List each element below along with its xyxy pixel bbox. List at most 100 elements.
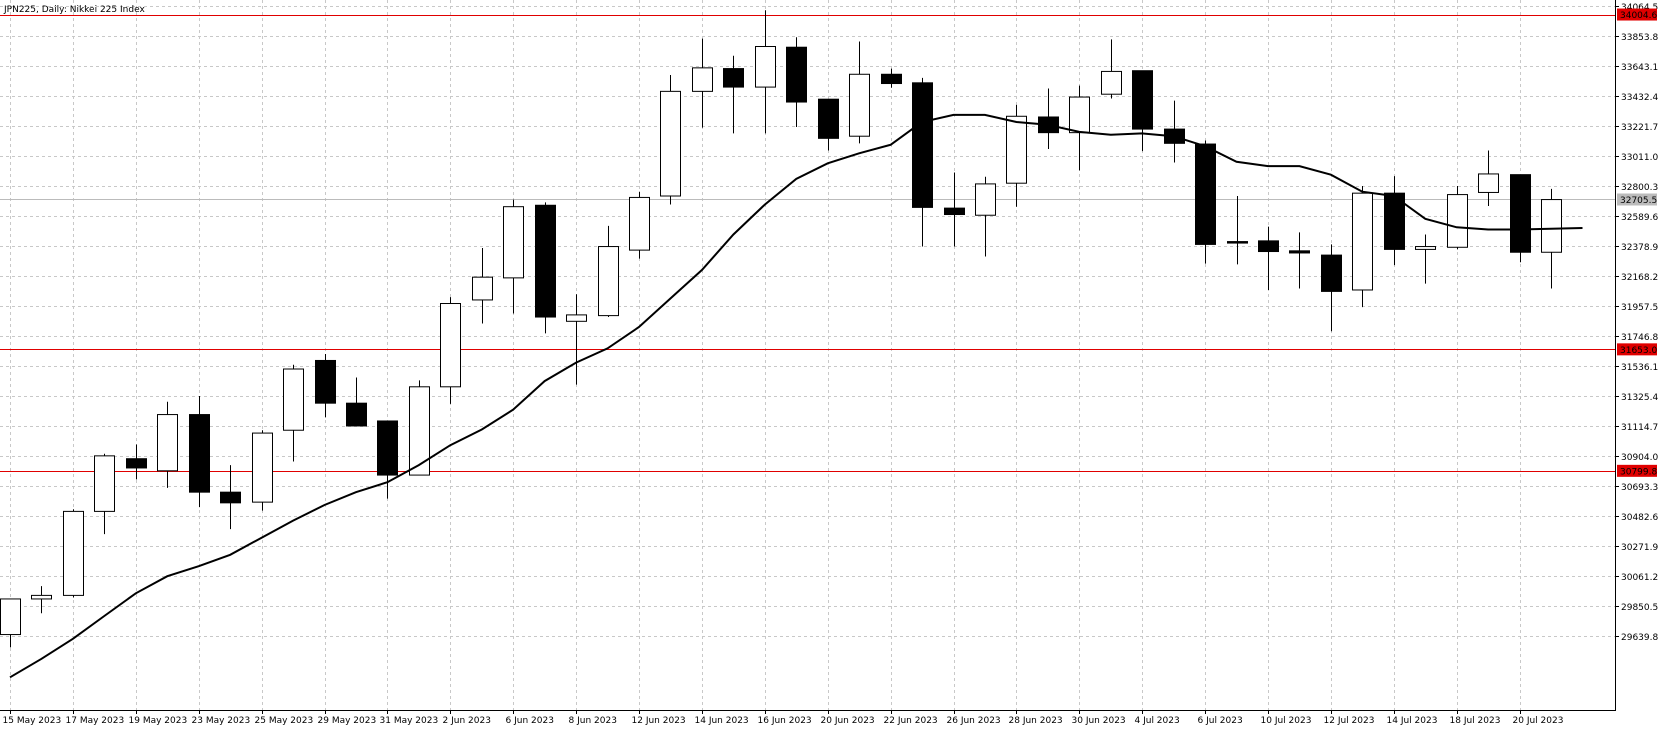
candle-body-bull xyxy=(692,67,713,92)
candle xyxy=(535,202,556,334)
candle-body-bear xyxy=(818,98,839,139)
candle xyxy=(409,380,430,476)
candle-body-bull xyxy=(598,246,619,317)
candle-body-bear xyxy=(1195,143,1216,245)
candle xyxy=(786,37,807,127)
candle xyxy=(660,74,681,205)
y-tick-label: 32378.9 xyxy=(1621,243,1658,253)
y-tick-label: 31114.7 xyxy=(1621,423,1658,433)
x-tick-label: 12 Jul 2023 xyxy=(1324,716,1375,726)
candle-body-bear xyxy=(1384,192,1405,250)
x-tick-label: 30 Jun 2023 xyxy=(1072,716,1126,726)
candle xyxy=(818,98,839,151)
candle-body-bear xyxy=(189,414,210,493)
candle xyxy=(723,55,744,134)
y-tick-label: 33853.8 xyxy=(1621,33,1658,43)
candle xyxy=(1227,196,1248,265)
candle xyxy=(0,598,21,648)
candle-body-bear xyxy=(786,46,807,103)
candle xyxy=(912,77,933,247)
current-price-tag-label: 32705.5 xyxy=(1620,196,1657,206)
candle xyxy=(377,420,398,499)
candle xyxy=(566,294,587,385)
candle xyxy=(1195,140,1216,264)
candle-body-bull xyxy=(0,598,21,636)
candle-body-bull xyxy=(1101,70,1122,95)
level-price-tag-label: 31653.0 xyxy=(1620,346,1657,356)
x-tick-label: 20 Jun 2023 xyxy=(821,716,875,726)
candle xyxy=(63,509,84,598)
candle xyxy=(1321,244,1342,332)
candle-body-bear xyxy=(220,491,241,504)
candle-body-bull xyxy=(157,414,178,472)
level-price-tag-box xyxy=(1617,343,1657,356)
candle-body-bull xyxy=(975,183,996,216)
candle-body-bear xyxy=(377,420,398,476)
y-tick-label: 31957.5 xyxy=(1621,303,1658,313)
y-tick-label: 30061.2 xyxy=(1621,573,1658,583)
candle-body-bull xyxy=(94,455,115,512)
candle xyxy=(629,191,650,259)
candle xyxy=(975,176,996,257)
candle-body-bull xyxy=(629,196,650,251)
x-tick-label: 2 Jun 2023 xyxy=(443,716,491,726)
candle xyxy=(1447,186,1468,250)
candle xyxy=(1510,174,1531,263)
y-tick-label: 33011.0 xyxy=(1621,153,1658,163)
candle-body-bull xyxy=(63,510,84,596)
x-tick-label: 16 Jun 2023 xyxy=(758,716,812,726)
x-tick-label: 29 May 2023 xyxy=(318,716,377,726)
candle xyxy=(944,172,965,247)
x-tick-label: 28 Jun 2023 xyxy=(1009,716,1063,726)
candle xyxy=(849,41,870,144)
x-tick-label: 14 Jun 2023 xyxy=(695,716,749,726)
candles xyxy=(0,10,1562,648)
candle xyxy=(692,38,713,128)
candle xyxy=(315,354,336,418)
x-tick-label: 22 Jun 2023 xyxy=(884,716,938,726)
candle xyxy=(31,586,52,614)
candle-body-bull xyxy=(1352,192,1373,291)
candle-body-bull xyxy=(755,46,776,88)
candle-body-bear xyxy=(535,204,556,318)
x-tick-label: 6 Jun 2023 xyxy=(506,716,554,726)
x-tick-label: 31 May 2023 xyxy=(380,716,439,726)
ma-line xyxy=(9,113,1583,679)
candle-body-bear xyxy=(944,207,965,216)
candle xyxy=(1101,39,1122,99)
y-tick-label: 33643.1 xyxy=(1621,63,1658,73)
candle xyxy=(1478,150,1499,206)
candle-body-bull xyxy=(1415,246,1436,250)
candle-body-bear xyxy=(1132,70,1153,130)
candle-body-bear xyxy=(1510,174,1531,253)
chart-title: JPN225, Daily: Nikkei 225 Index xyxy=(3,5,145,15)
candle xyxy=(440,297,461,404)
candle-body-bear xyxy=(723,68,744,88)
x-tick-label: 10 Jul 2023 xyxy=(1261,716,1312,726)
y-tick-label: 32800.3 xyxy=(1621,183,1658,193)
moving-average xyxy=(9,113,1583,679)
y-tick-label: 30904.0 xyxy=(1621,453,1658,463)
y-tick-label: 31325.4 xyxy=(1621,393,1658,403)
candle-body-bull xyxy=(440,303,461,388)
candle xyxy=(1384,176,1405,266)
level-price-tag-label: 30799.8 xyxy=(1620,467,1657,477)
x-tick-label: 25 May 2023 xyxy=(255,716,314,726)
level-price-tag-label: 34004.6 xyxy=(1620,11,1657,21)
candle-body-bear xyxy=(1289,250,1310,254)
candle-body-bull xyxy=(1447,194,1468,248)
candle-body-bull xyxy=(566,314,587,322)
x-tick-label: 15 May 2023 xyxy=(3,716,62,726)
x-tick-label: 8 Jun 2023 xyxy=(569,716,617,726)
candle xyxy=(189,396,210,508)
candle xyxy=(283,364,304,462)
x-axis: 15 May 2023 17 May 2023 19 May 2023 23 May … xyxy=(3,710,1563,726)
candle xyxy=(126,444,147,480)
candle-body-bull xyxy=(1541,199,1562,253)
y-tick-label: 29639.8 xyxy=(1621,633,1658,643)
candle xyxy=(503,199,524,314)
candle-body-bear xyxy=(315,359,336,404)
x-tick-label: 26 Jun 2023 xyxy=(947,716,1001,726)
y-tick-label: 30693.3 xyxy=(1621,483,1658,493)
